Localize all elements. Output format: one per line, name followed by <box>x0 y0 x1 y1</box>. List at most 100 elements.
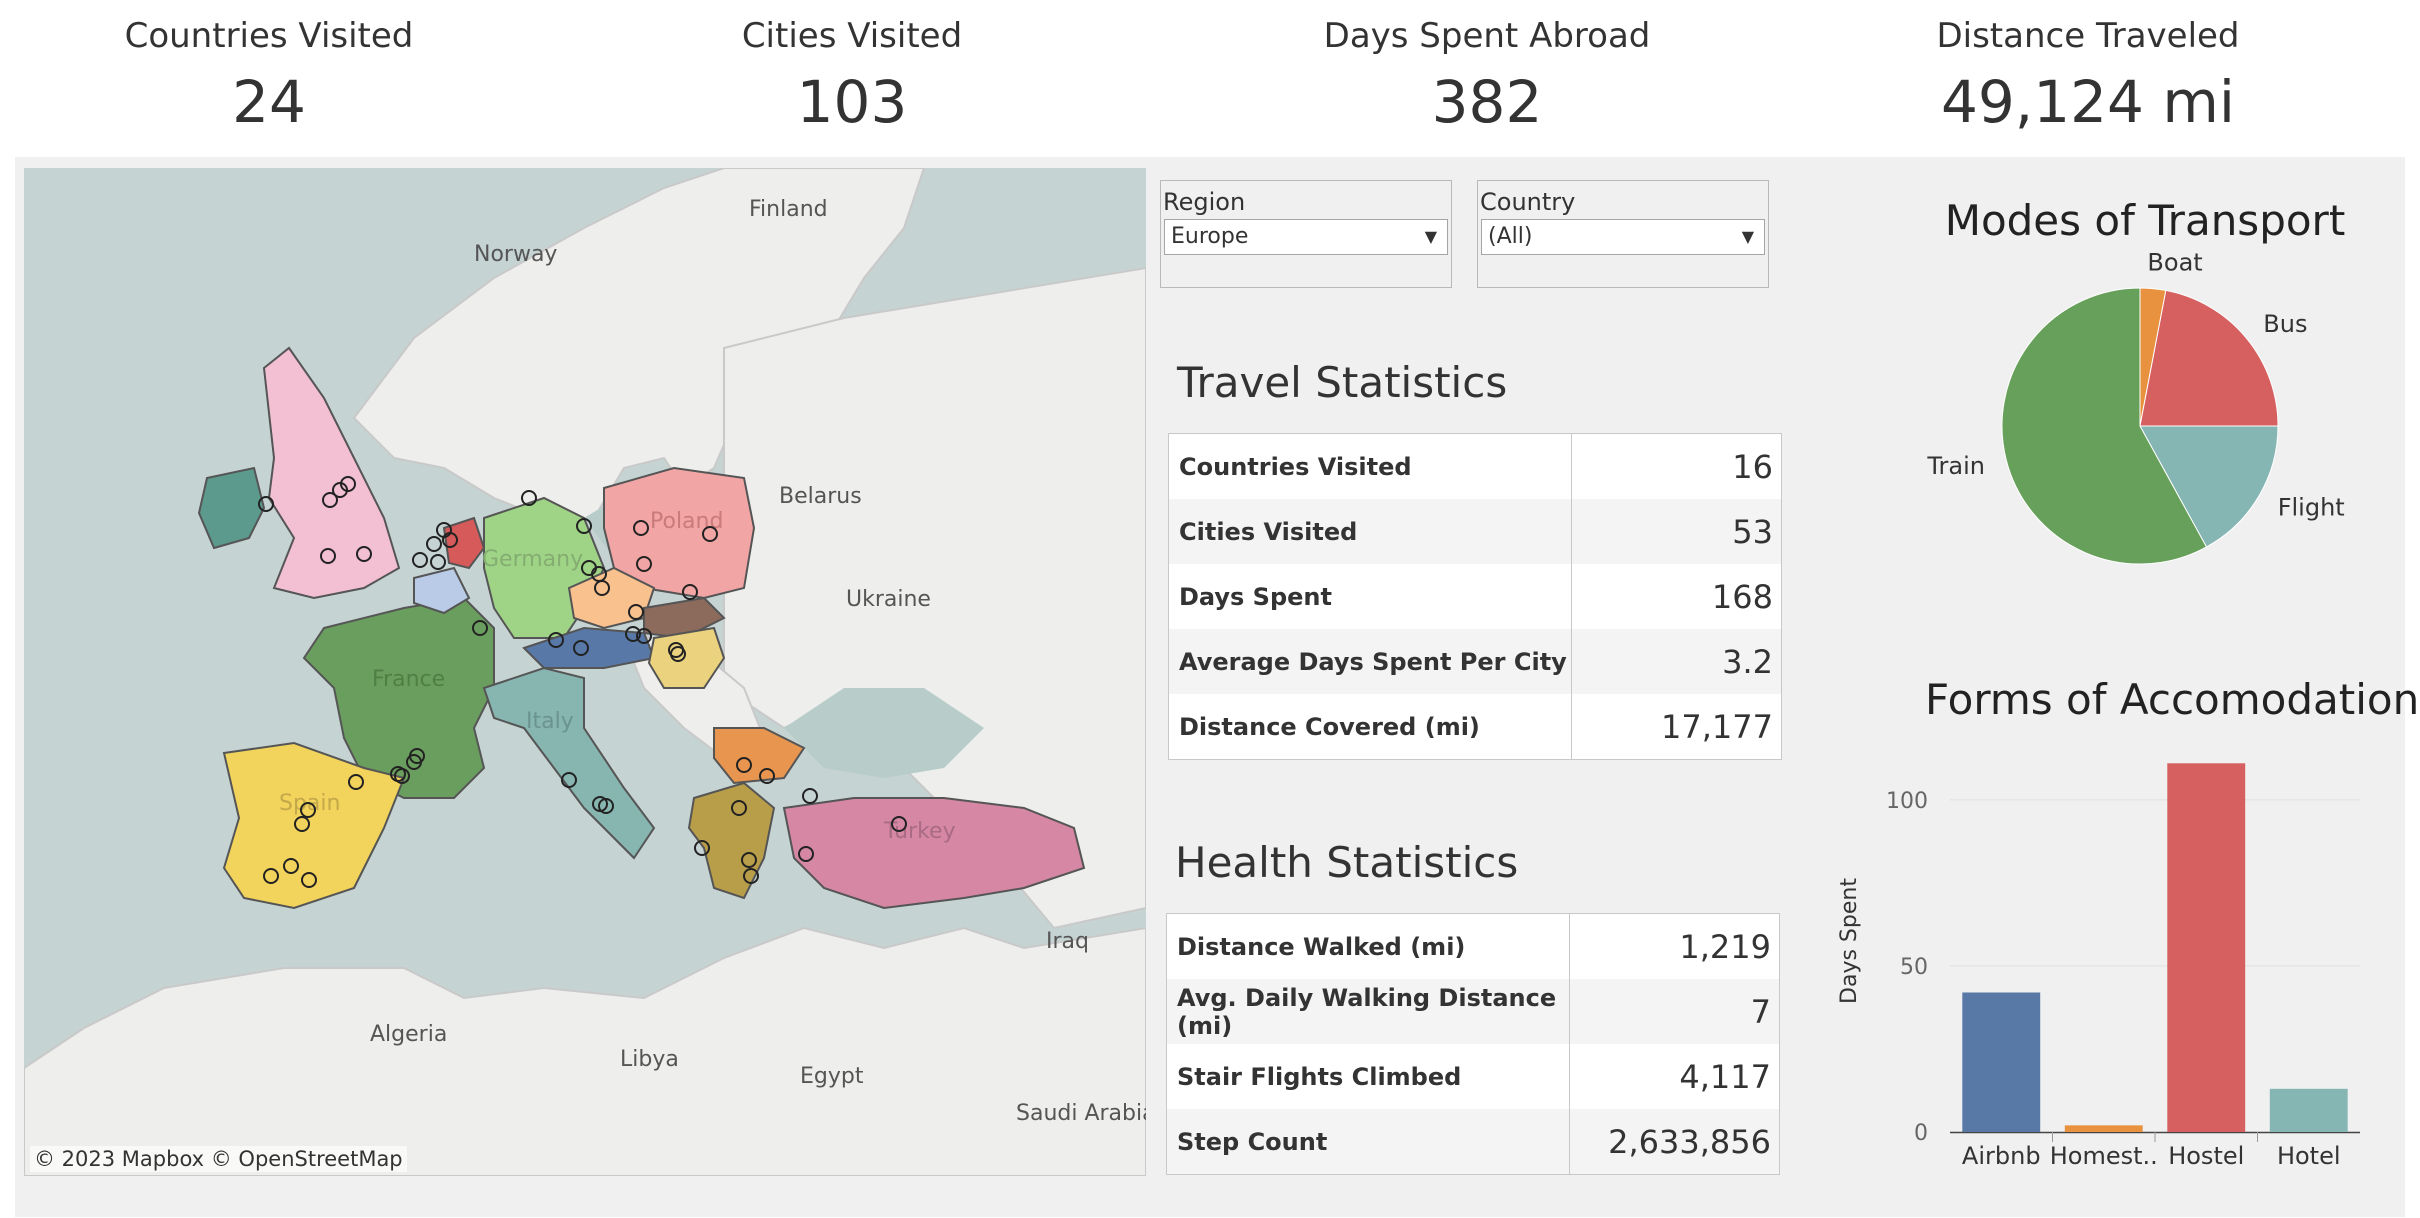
table-row: Days Spent 168 <box>1168 564 1782 629</box>
x-tick-label: Airbnb <box>1962 1142 2041 1170</box>
kpi-distance-traveled: Distance Traveled 49,124 mi <box>1868 14 2308 138</box>
kpi-value: 24 <box>232 68 306 136</box>
city-marker <box>598 798 614 814</box>
kpi-value: 49,124 mi <box>1941 68 2235 136</box>
city-marker <box>430 554 446 570</box>
stat-value: 168 <box>1711 577 1773 616</box>
city-marker <box>283 858 299 874</box>
city-marker <box>636 556 652 572</box>
pie-label-bus: Bus <box>2263 310 2307 338</box>
country-turkey <box>782 797 1086 910</box>
pie-slice-flight[interactable] <box>2139 425 2279 548</box>
city-marker <box>694 840 710 856</box>
map-label-saudi-arabia: Saudi Arabia <box>1016 1101 1146 1126</box>
stat-value: 17,177 <box>1661 707 1773 746</box>
bar-hostel[interactable] <box>2167 763 2246 1132</box>
city-marker <box>301 872 317 888</box>
visited-countries[interactable] <box>197 346 1086 910</box>
bar-hotel[interactable] <box>2269 1088 2348 1132</box>
stat-label: Cities Visited <box>1168 499 1572 564</box>
stat-value: 1,219 <box>1679 927 1771 966</box>
map-canvas[interactable]: Finland Norway Belarus Ukraine Poland Ge… <box>24 168 1146 1176</box>
travel-map[interactable]: Finland Norway Belarus Ukraine Poland Ge… <box>24 168 1146 1176</box>
stat-value: 2,633,856 <box>1569 1109 1780 1175</box>
country-ireland <box>197 466 266 550</box>
travel-stats-table: Countries Visited 16 Cities Visited 53 Day… <box>1168 433 1782 760</box>
country-select[interactable]: (All) ▼ <box>1481 219 1765 255</box>
map-label-libya: Libya <box>620 1047 679 1072</box>
pie-label-boat: Boat <box>2147 249 2202 277</box>
map-label-france: France <box>372 667 445 692</box>
accommodation-chart-title: Forms of Accomodation <box>1925 675 2420 724</box>
map-attribution[interactable]: © 2023 Mapbox © OpenStreetMap <box>30 1146 407 1172</box>
chevron-down-icon[interactable]: ▼ <box>1424 227 1437 246</box>
stat-value: 4,117 <box>1679 1057 1771 1096</box>
kpi-label: Countries Visited <box>124 16 414 56</box>
pie-slice-bus[interactable] <box>2139 289 2279 427</box>
map-label-finland: Finland <box>749 197 828 222</box>
city-marker <box>548 632 564 648</box>
y-tick-label: 50 <box>1900 955 1928 980</box>
stat-value: 53 <box>1571 499 1782 564</box>
country-france <box>302 596 495 799</box>
country-filter: Country (All) ▼ <box>1477 180 1769 288</box>
stat-label: Distance Covered (mi) <box>1168 694 1572 760</box>
travel-stats-title: Travel Statistics <box>1177 358 1508 407</box>
y-axis-label: Days Spent <box>1837 878 1862 1004</box>
city-marker <box>409 748 425 764</box>
city-marker <box>561 772 577 788</box>
chevron-down-icon[interactable]: ▼ <box>1741 227 1754 246</box>
map-label-egypt: Egypt <box>800 1064 864 1089</box>
city-marker <box>670 646 686 662</box>
country-bulgaria <box>713 727 806 785</box>
city-marker <box>340 476 356 492</box>
map-label-norway: Norway <box>474 242 557 267</box>
stat-label: Average Days Spent Per City <box>1168 629 1572 694</box>
city-marker <box>891 816 907 832</box>
city-marker <box>412 552 428 568</box>
country-hungary <box>647 626 726 689</box>
bar-airbnb[interactable] <box>1962 992 2041 1132</box>
table-row: Distance Covered (mi) 17,177 <box>1168 694 1782 760</box>
city-marker <box>348 774 364 790</box>
map-label-poland: Poland <box>650 509 723 534</box>
table-row: Step Count 2,633,856 <box>1166 1109 1780 1175</box>
black-sea <box>784 688 984 778</box>
country-spain <box>222 741 406 910</box>
city-marker <box>628 604 644 620</box>
accommodation-bar-chart[interactable]: 0 50 100 Days Spent Airbnb Homest.. Hostel Hote… <box>1810 740 2370 1170</box>
city-markers[interactable] <box>258 476 907 888</box>
city-marker <box>633 520 649 536</box>
city-marker <box>743 868 759 884</box>
kpi-value: 103 <box>796 68 908 136</box>
health-stats-table: Distance Walked (mi) 1,219 Avg. Daily Wal… <box>1166 913 1780 1175</box>
map-label-belarus: Belarus <box>779 484 862 509</box>
pie-slice-train[interactable] <box>2001 287 2208 565</box>
bar-homest[interactable] <box>2064 1125 2143 1132</box>
map-label-ukraine: Ukraine <box>846 587 931 612</box>
stat-value: 7 <box>1569 979 1780 1044</box>
health-stats-title: Health Statistics <box>1175 838 1519 887</box>
kpi-label: Days Spent Abroad <box>1323 16 1651 56</box>
city-marker <box>802 788 818 804</box>
city-marker <box>521 490 537 506</box>
region-select[interactable]: Europe ▼ <box>1164 219 1448 255</box>
kpi-label: Distance Traveled <box>1936 16 2240 56</box>
transport-chart-title: Modes of Transport <box>1944 196 2346 245</box>
country-netherlands <box>442 516 486 570</box>
stat-value: 16 <box>1732 447 1773 486</box>
kpi-days-spent-abroad: Days Spent Abroad 382 <box>1267 14 1707 138</box>
city-marker <box>320 548 336 564</box>
stat-label: Countries Visited <box>1168 433 1572 499</box>
table-row: Distance Walked (mi) 1,219 <box>1166 913 1780 979</box>
stat-label: Stair Flights Climbed <box>1166 1044 1570 1109</box>
kpi-label: Cities Visited <box>741 16 963 56</box>
x-tick-label: Hotel <box>2277 1142 2341 1170</box>
stat-label: Avg. Daily Walking Distance (mi) <box>1166 979 1570 1044</box>
city-marker <box>258 496 274 512</box>
pie-label-train: Train <box>1926 452 1985 480</box>
transport-pie-chart[interactable]: Boat Bus Flight Train <box>1870 248 2420 588</box>
table-row: Avg. Daily Walking Distance (mi) 7 <box>1166 979 1780 1044</box>
city-marker <box>625 626 641 642</box>
city-marker <box>798 846 814 862</box>
